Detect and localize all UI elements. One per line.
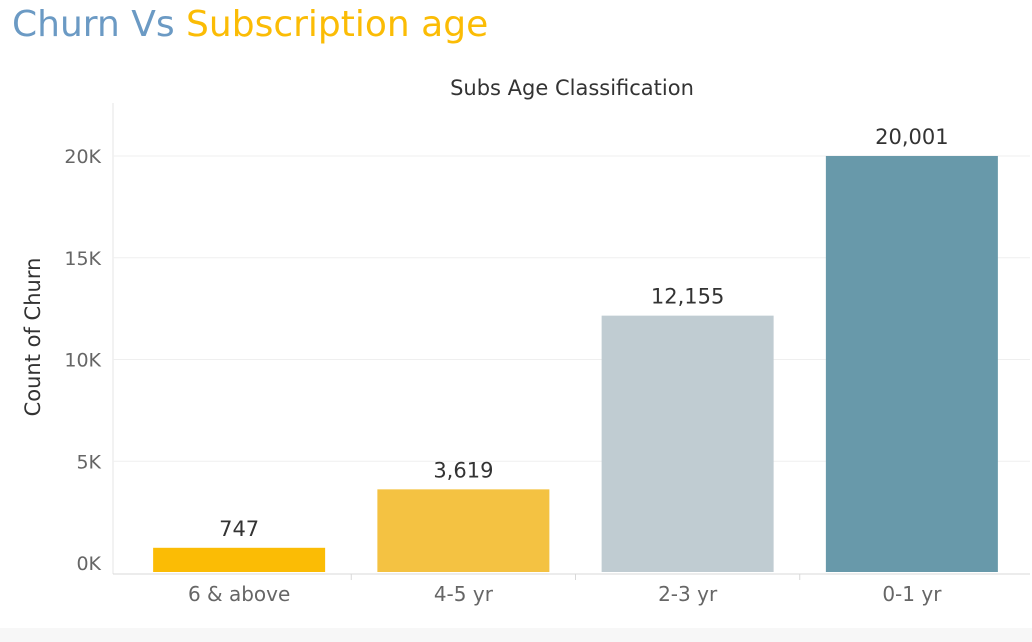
chart-panel: Churn Vs Subscription age Subs Age Class… <box>12 4 1030 606</box>
bar[interactable] <box>601 315 774 572</box>
y-axis-label: Count of Churn <box>21 258 45 417</box>
title-part-churn: Churn Vs <box>12 4 175 45</box>
bar-chart: Subs Age Classification Count of Churn 0… <box>21 76 1030 606</box>
y-tick-label: 15K <box>64 248 101 270</box>
x-tick-label: 6 & above <box>188 582 290 606</box>
x-tick-label: 4-5 yr <box>434 582 494 606</box>
data-label: 20,001 <box>875 125 948 149</box>
data-label: 3,619 <box>433 458 493 482</box>
bar[interactable] <box>825 155 998 572</box>
bar[interactable] <box>377 489 550 572</box>
x-tick-label: 2-3 yr <box>658 582 718 606</box>
y-tick-label: 20K <box>64 146 101 168</box>
column-header: Subs Age Classification <box>450 76 694 100</box>
chart-title: Churn Vs Subscription age <box>12 4 488 45</box>
y-tick-label: 10K <box>64 350 101 372</box>
y-tick-label: 5K <box>76 451 101 473</box>
title-part-subscription-age: Subscription age <box>186 4 489 45</box>
x-tick-label: 0-1 yr <box>882 582 942 606</box>
bar[interactable] <box>153 547 326 572</box>
data-label: 747 <box>219 517 259 541</box>
data-label: 12,155 <box>651 285 724 309</box>
y-tick-label: 0K <box>76 553 101 575</box>
